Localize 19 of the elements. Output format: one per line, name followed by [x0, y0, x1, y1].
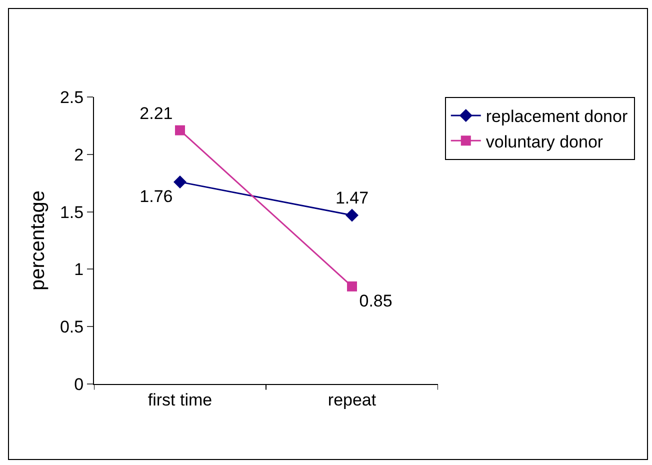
- y-tick-label: 1: [74, 260, 84, 280]
- x-tick-label: repeat: [328, 390, 376, 410]
- y-tick-label: 1.5: [60, 202, 84, 222]
- y-axis-title: percentage: [27, 190, 49, 291]
- y-tick-label: 2.5: [60, 88, 84, 107]
- data-label: 1.47: [335, 188, 369, 208]
- point: [346, 208, 358, 222]
- y-tick-label: 2: [74, 145, 84, 164]
- y-tick-label: 0: [74, 374, 84, 394]
- data-label: 0.85: [359, 291, 392, 310]
- legend-label: replacement donor: [486, 107, 628, 126]
- point: [175, 125, 185, 136]
- data-label: 2.21: [140, 104, 173, 123]
- legend-label: voluntary donor: [486, 132, 604, 152]
- y-tick-label: 0.5: [60, 318, 84, 337]
- x-tick-label: first time: [148, 390, 212, 410]
- data-label: 1.76: [140, 186, 173, 206]
- point: [174, 175, 186, 188]
- point: [347, 281, 357, 292]
